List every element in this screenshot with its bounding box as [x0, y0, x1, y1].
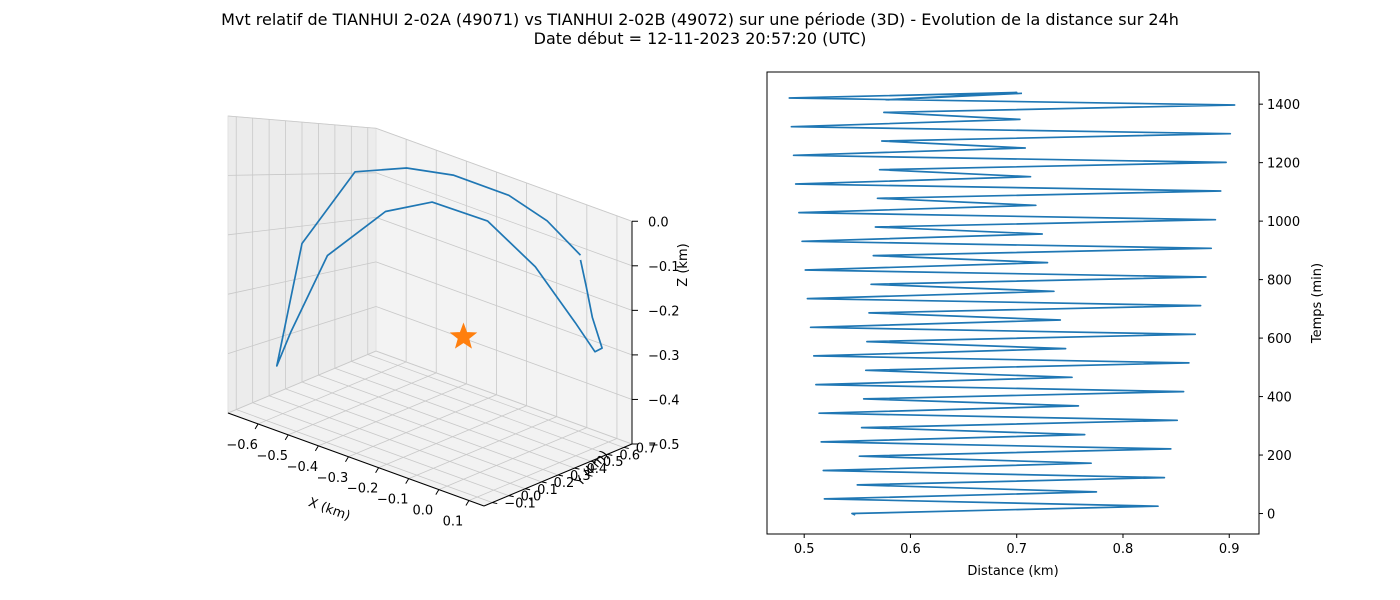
- distance-series-line: [788, 91, 1236, 516]
- grid-line-floor-y: [351, 360, 608, 455]
- y-tick-mark: [557, 474, 564, 477]
- x-tick-label: −0.2: [347, 482, 379, 497]
- y-tick-label: 0: [1267, 508, 1275, 523]
- y-tick-mark: [623, 446, 629, 449]
- y-tick-label: 0.4: [586, 462, 607, 477]
- x-tick-label: 0.6: [900, 542, 921, 557]
- y-tick-label: 1000: [1267, 215, 1300, 230]
- z-axis-label: Z (km): [676, 243, 691, 286]
- z-tick-label: −0.3: [648, 349, 680, 364]
- y-tick-label: 200: [1267, 449, 1292, 464]
- grid-line-back-z: [375, 172, 633, 267]
- plot-3d-axes: −0.6−0.5−0.4−0.3−0.2−0.10.00.1−0.10.00.1…: [226, 115, 691, 530]
- grid-line-left-z: [227, 115, 377, 129]
- x-axis-line: [227, 412, 485, 507]
- y-tick-mark: [590, 460, 596, 463]
- y-tick-label: 800: [1267, 274, 1292, 289]
- x-tick-label: −0.5: [256, 449, 288, 464]
- y-tick-mark: [508, 495, 514, 498]
- x-tick-label: 0.1: [443, 515, 464, 530]
- y-tick-label: 400: [1267, 391, 1292, 406]
- y-axis-label: Temps (min): [1310, 263, 1325, 344]
- y-tick-label: 1400: [1267, 98, 1300, 113]
- z-tick-label: −0.5: [648, 438, 680, 453]
- z-tick-label: −0.2: [648, 304, 680, 319]
- x-tick-label: 0.0: [412, 504, 433, 519]
- y-tick-label: 0.7: [636, 441, 657, 456]
- x-tick-label: 0.7: [1006, 542, 1027, 557]
- grid-line-left-z: [227, 306, 377, 354]
- x-tick-label: −0.1: [377, 493, 409, 508]
- x-axis-label: Distance (km): [967, 564, 1058, 579]
- grid-line-floor-y: [301, 381, 559, 476]
- x-axis-label: X (km): [306, 495, 352, 524]
- grid-line-left-z: [227, 172, 377, 176]
- z-tick-label: −0.1: [648, 260, 680, 275]
- grid-line-back-z: [375, 350, 633, 445]
- plot-frame: [766, 71, 1260, 535]
- y-tick-label: 600: [1267, 332, 1292, 347]
- grid-line-left-z: [227, 216, 377, 236]
- y-tick-label: 0.1: [537, 483, 558, 498]
- z-tick-label: −0.4: [648, 393, 680, 408]
- trajectory-line: [275, 167, 603, 367]
- y-tick-label: 0.0: [521, 490, 542, 505]
- grid-line-back-z: [375, 261, 633, 356]
- grid-line-left-z: [227, 350, 377, 414]
- x-tick-label: 0.5: [794, 542, 815, 557]
- grid-line-floor-y: [236, 409, 493, 503]
- y-tick-label: 1200: [1267, 157, 1300, 172]
- grid-line-left-z: [227, 261, 377, 295]
- y-tick-mark: [525, 488, 531, 491]
- x-tick-mark: [284, 434, 289, 441]
- grid-line-floor-y: [367, 354, 624, 448]
- grid-line-back-z: [375, 127, 633, 222]
- x-tick-mark: [254, 423, 259, 430]
- figure-title-line2: Date début = 12-11-2023 20:57:20 (UTC): [534, 29, 867, 48]
- x-tick-label: −0.4: [287, 460, 319, 475]
- x-tick-mark: [314, 445, 319, 452]
- x-tick-mark: [375, 467, 380, 473]
- grid-line-floor-y: [268, 395, 526, 490]
- figure-title-line1: Mvt relatif de TIANHUI 2-02A (49071) vs …: [221, 10, 1179, 29]
- grid-line-back-z: [375, 306, 633, 400]
- grid-line-floor-y: [285, 388, 542, 483]
- y-tick-label: 0.6: [619, 448, 640, 463]
- y-tick-label: 0.2: [554, 476, 575, 491]
- grid-line-back-z: [375, 216, 633, 311]
- x-tick-label: 0.9: [1219, 542, 1240, 557]
- x-tick-mark: [435, 489, 440, 495]
- y-tick-mark: [492, 502, 498, 505]
- grid-line-floor-y: [252, 402, 509, 497]
- y-tick-label: 0.3: [570, 469, 591, 484]
- x-tick-label: −0.6: [226, 438, 258, 453]
- x-tick-mark: [405, 478, 410, 484]
- plot-distance-axes: 0.5 0.6 0.7 0.8 0.9 0 200 400 600 800 1000 1200 1400…: [766, 71, 1325, 579]
- y-tick-mark: [607, 453, 613, 456]
- y-tick-mark: [541, 481, 547, 484]
- origin-star-marker: [449, 322, 478, 349]
- x-tick-mark: [345, 456, 349, 463]
- x-tick-label: 0.8: [1113, 542, 1134, 557]
- y-tick-label: 0.5: [603, 455, 624, 470]
- grid-line-floor-y: [334, 367, 592, 462]
- z-tick-label: 0.0: [648, 215, 669, 230]
- y-tick-label: −0.1: [504, 497, 536, 512]
- grid-line-floor-y: [318, 374, 575, 469]
- x-tick-mark: [465, 500, 470, 506]
- x-tick-label: −0.3: [317, 471, 349, 486]
- y-tick-mark: [574, 467, 580, 470]
